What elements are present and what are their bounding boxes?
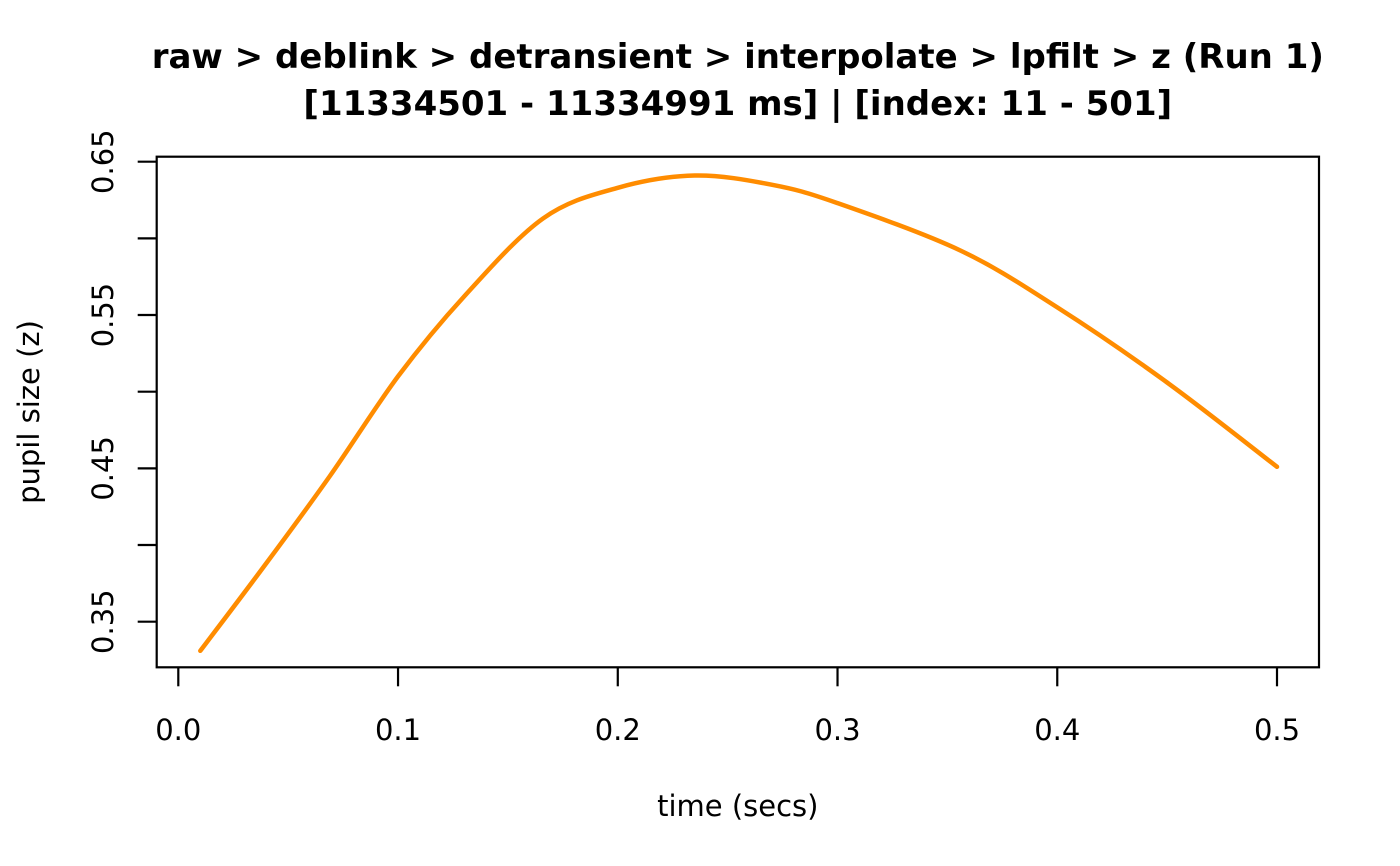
y-axis-tick-label: 0.55 bbox=[86, 283, 120, 348]
y-axis-tick-label: 0.65 bbox=[86, 129, 120, 194]
x-axis-tick-label: 0.3 bbox=[814, 713, 860, 747]
y-axis-tick-label: 0.45 bbox=[86, 436, 120, 501]
y-axis: 0.65 0.55 0.45 0.35 bbox=[86, 129, 157, 654]
x-axis-tick-label: 0.5 bbox=[1254, 713, 1300, 747]
x-axis: 0.0 0.1 0.2 0.3 0.4 0.5 bbox=[155, 667, 1300, 747]
data-curve bbox=[198, 173, 1280, 654]
x-axis-tick-label: 0.4 bbox=[1034, 713, 1080, 747]
y-axis-tick-label: 0.35 bbox=[86, 589, 120, 654]
x-axis-tick-label: 0.1 bbox=[375, 713, 421, 747]
y-axis-title: pupil size (z) bbox=[12, 320, 46, 504]
chart-subtitle: [11334501 - 11334991 ms] | [index: 11 - … bbox=[303, 84, 1172, 124]
x-axis-title: time (secs) bbox=[657, 789, 818, 823]
x-axis-tick-label: 0.0 bbox=[155, 713, 201, 747]
x-axis-tick-label: 0.2 bbox=[595, 713, 641, 747]
chart-title: raw > deblink > detransient > interpolat… bbox=[152, 37, 1324, 77]
plot-border bbox=[155, 155, 1321, 669]
